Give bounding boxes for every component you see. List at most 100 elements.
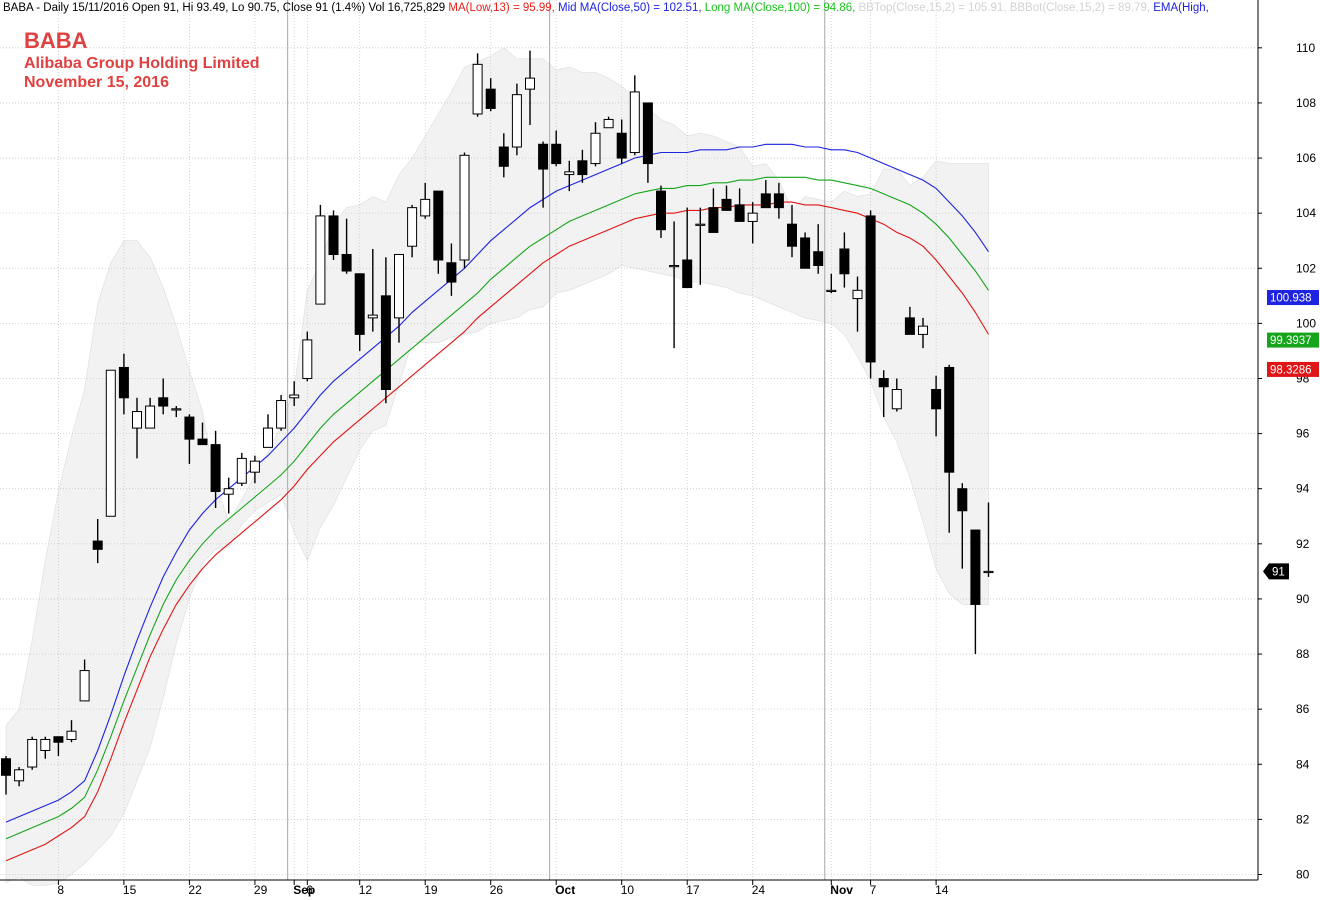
value-tag-label: 98.3286 <box>1270 364 1312 376</box>
candle-body-down <box>773 193 784 209</box>
candle-body-up <box>891 389 902 410</box>
header-ma50: Mid MA(Close,50) = 102.51, <box>558 2 702 14</box>
candle <box>551 130 562 167</box>
candle <box>263 414 273 448</box>
candle <box>669 221 680 349</box>
candle-body-down <box>708 207 719 233</box>
candle-body-up <box>826 289 837 293</box>
y-tick-label: 102 <box>1296 261 1316 275</box>
y-tick-label: 108 <box>1296 96 1316 110</box>
candle <box>394 253 404 343</box>
candle <box>747 202 758 244</box>
candle <box>118 353 129 415</box>
chart-company: Alibaba Group Holding Limited <box>24 55 260 72</box>
candle <box>564 160 575 192</box>
candle <box>197 422 208 446</box>
y-tick-label: 100 <box>1296 316 1316 330</box>
candle <box>53 736 64 756</box>
candle-body-down <box>577 160 588 176</box>
candle-body-up <box>472 63 483 115</box>
candle <box>525 50 535 125</box>
x-tick-label: 29 <box>254 883 268 897</box>
header-summary: BABA - Daily 15/11/2016 Open 91, Hi 93.4… <box>3 2 446 14</box>
candle <box>656 185 666 238</box>
x-tick-label: Sep <box>293 883 315 897</box>
candle-body-up <box>367 314 378 319</box>
candle <box>184 414 195 464</box>
candle <box>27 736 38 770</box>
candle-body-down <box>787 223 797 247</box>
candle <box>616 119 627 164</box>
candle <box>158 378 169 415</box>
candle-body-down <box>721 198 732 211</box>
header-ma13: MA(Low,13) = 95.99, <box>448 2 555 14</box>
y-tick-label: 90 <box>1296 592 1310 606</box>
x-tick-label: 17 <box>686 883 700 897</box>
candle <box>983 502 994 577</box>
candle-body-up <box>145 405 156 429</box>
candle <box>328 210 339 260</box>
candle-body-down <box>957 488 968 512</box>
x-tick-label: Nov <box>830 883 853 897</box>
header-ma100: Long MA(Close,100) = 94.86, <box>704 2 856 14</box>
candle-body-down <box>551 143 562 165</box>
last-value-tag: 100.938 <box>1267 290 1319 306</box>
candle <box>236 452 247 486</box>
candle <box>695 207 706 285</box>
y-tick-label: 80 <box>1296 867 1310 881</box>
last-price-tag-label: 91 <box>1272 566 1285 578</box>
candle-body-up <box>132 411 142 429</box>
candle-body-down <box>642 102 653 165</box>
candle-body-up <box>223 488 234 495</box>
candle <box>498 133 509 178</box>
x-tick-label: 10 <box>621 883 635 897</box>
bollinger-band-area <box>5 47 989 886</box>
candle <box>682 207 693 289</box>
candle-body-up <box>420 198 431 217</box>
x-tick-label: 19 <box>424 883 438 897</box>
y-tick-label: 96 <box>1296 427 1310 441</box>
value-tags: 100.938 99.3937 98.3286 91 <box>1263 290 1319 580</box>
candle <box>446 243 457 296</box>
candle <box>40 736 51 759</box>
candle-body-up <box>14 769 25 782</box>
candle-body-down <box>380 295 391 391</box>
candle <box>904 306 915 335</box>
candle <box>970 529 981 655</box>
chart-date: November 15, 2016 <box>24 74 169 91</box>
candle-body-down <box>931 389 942 410</box>
candle <box>14 767 25 787</box>
indicator-header: BABA - Daily 15/11/2016 Open 91, Hi 93.4… <box>3 2 1209 14</box>
y-tick-label: 104 <box>1296 206 1316 220</box>
candle <box>852 276 863 332</box>
x-tick-label: 12 <box>359 883 373 897</box>
candle-body-down <box>813 251 824 267</box>
candle-body-up <box>249 460 260 473</box>
candle <box>721 185 732 211</box>
candle <box>538 141 549 208</box>
candle-body-up <box>315 215 326 305</box>
candle-body-up <box>983 570 994 574</box>
y-tick-label: 88 <box>1296 647 1310 661</box>
candle <box>642 102 653 183</box>
candle <box>826 273 837 294</box>
candle <box>839 232 850 288</box>
candle-body-up <box>669 265 680 268</box>
candle-body-up <box>40 738 51 751</box>
candle <box>760 180 771 209</box>
candle <box>511 83 522 156</box>
candle-body-down <box>538 143 549 170</box>
candle-body-down <box>354 273 365 335</box>
candle-body-down <box>498 146 509 167</box>
candle <box>223 477 234 514</box>
candle-body-down <box>446 262 457 283</box>
last-price-tag-box <box>1263 563 1289 580</box>
candle <box>289 381 300 407</box>
x-tick-label: 14 <box>935 883 949 897</box>
grid-lines <box>0 0 1258 880</box>
candle-body-down <box>341 253 352 272</box>
candle-body-down <box>656 190 666 231</box>
x-tick-label: 7 <box>870 883 877 897</box>
candle-body-up <box>918 325 928 335</box>
x-tick-label: 26 <box>490 883 504 897</box>
